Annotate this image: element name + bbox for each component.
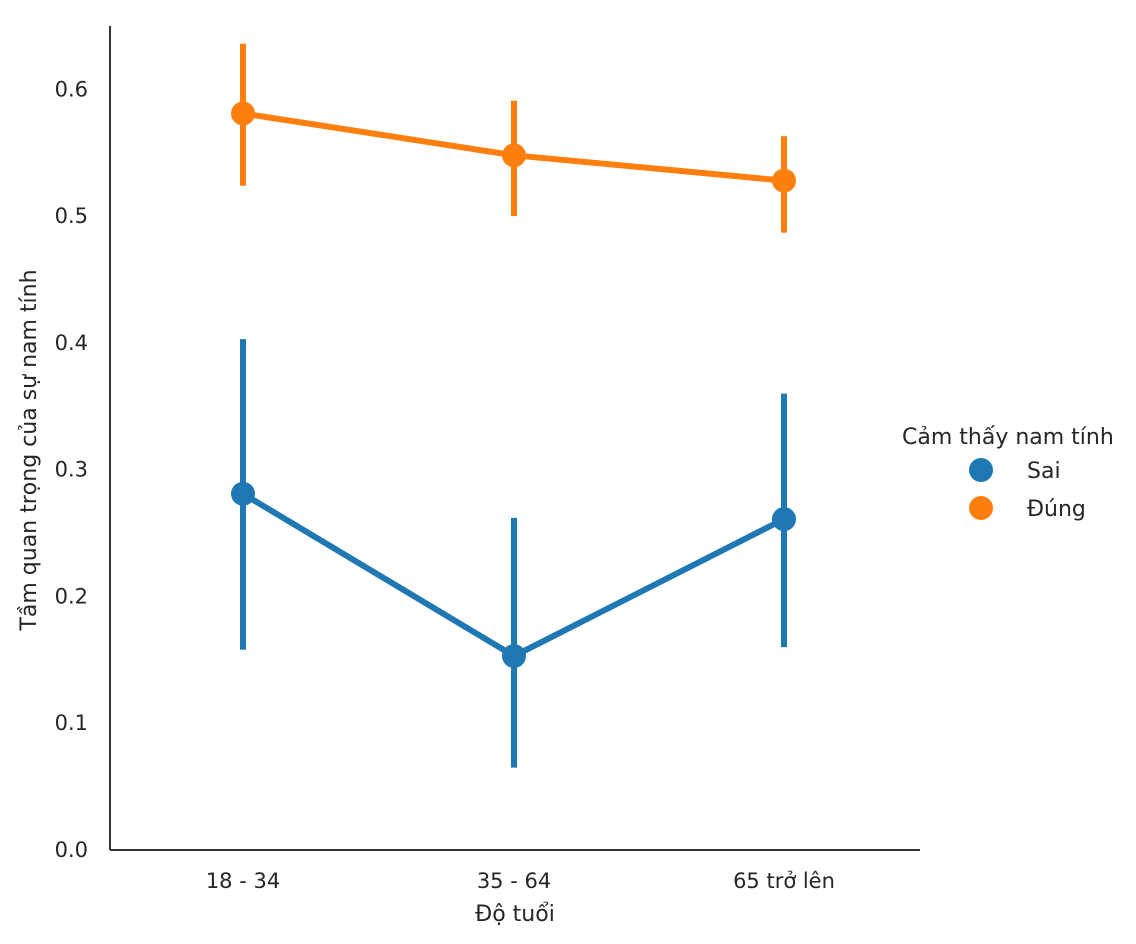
legend-marker [969,458,993,482]
legend-label: Đúng [1027,497,1086,522]
x-tick-label: 18 - 34 [206,869,280,893]
x-tick-labels: 18 - 34 35 - 64 65 trở lên [206,869,835,893]
legend: Cảm thấy nam tính Sai Đúng [902,425,1114,522]
y-tick-label: 0.5 [55,204,88,228]
x-axis-title: Độ tuổi [475,902,555,927]
series-layer [231,43,796,768]
y-tick-label: 0.1 [55,711,88,735]
data-point [231,101,255,126]
axes [109,26,920,851]
y-axis-title: Tầm quan trọng của sự nam tính [17,269,42,631]
data-point [231,481,255,506]
series-2 [231,43,796,233]
y-tick-label: 0.6 [55,77,88,101]
legend-item: Sai [969,458,1061,484]
series-1 [231,339,796,768]
data-point [502,143,526,168]
legend-marker [969,496,993,520]
y-tick-label: 0.4 [55,331,88,355]
legend-title: Cảm thấy nam tính [902,425,1114,450]
legend-label: Sai [1027,459,1061,484]
y-tick-labels: 0.0 0.1 0.2 0.3 0.4 0.5 0.6 [55,77,88,862]
y-tick-label: 0.2 [55,584,88,608]
y-tick-label: 0.0 [55,838,88,862]
data-point [772,507,796,532]
x-tick-label: 35 - 64 [477,869,551,893]
data-point [772,168,796,193]
y-tick-label: 0.3 [55,458,88,482]
x-tick-label: 65 trở lên [733,869,835,893]
data-point [502,644,526,669]
legend-item: Đúng [969,496,1086,522]
legend-items: Sai Đúng [969,458,1086,522]
